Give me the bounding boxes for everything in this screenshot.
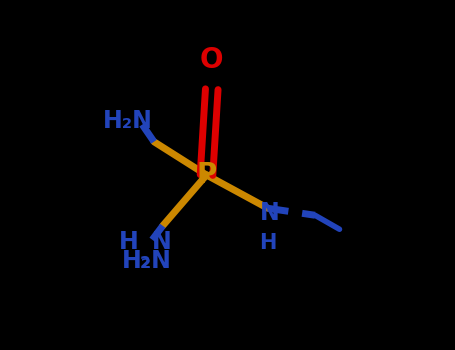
Text: O: O bbox=[200, 46, 223, 74]
Text: H₂N: H₂N bbox=[122, 249, 172, 273]
Text: H: H bbox=[259, 233, 277, 253]
Text: 2: 2 bbox=[140, 256, 151, 271]
Text: N: N bbox=[152, 230, 172, 254]
Text: N: N bbox=[260, 202, 279, 225]
Text: H₂N: H₂N bbox=[103, 109, 153, 133]
Text: H: H bbox=[118, 230, 138, 254]
Text: P: P bbox=[197, 161, 217, 189]
